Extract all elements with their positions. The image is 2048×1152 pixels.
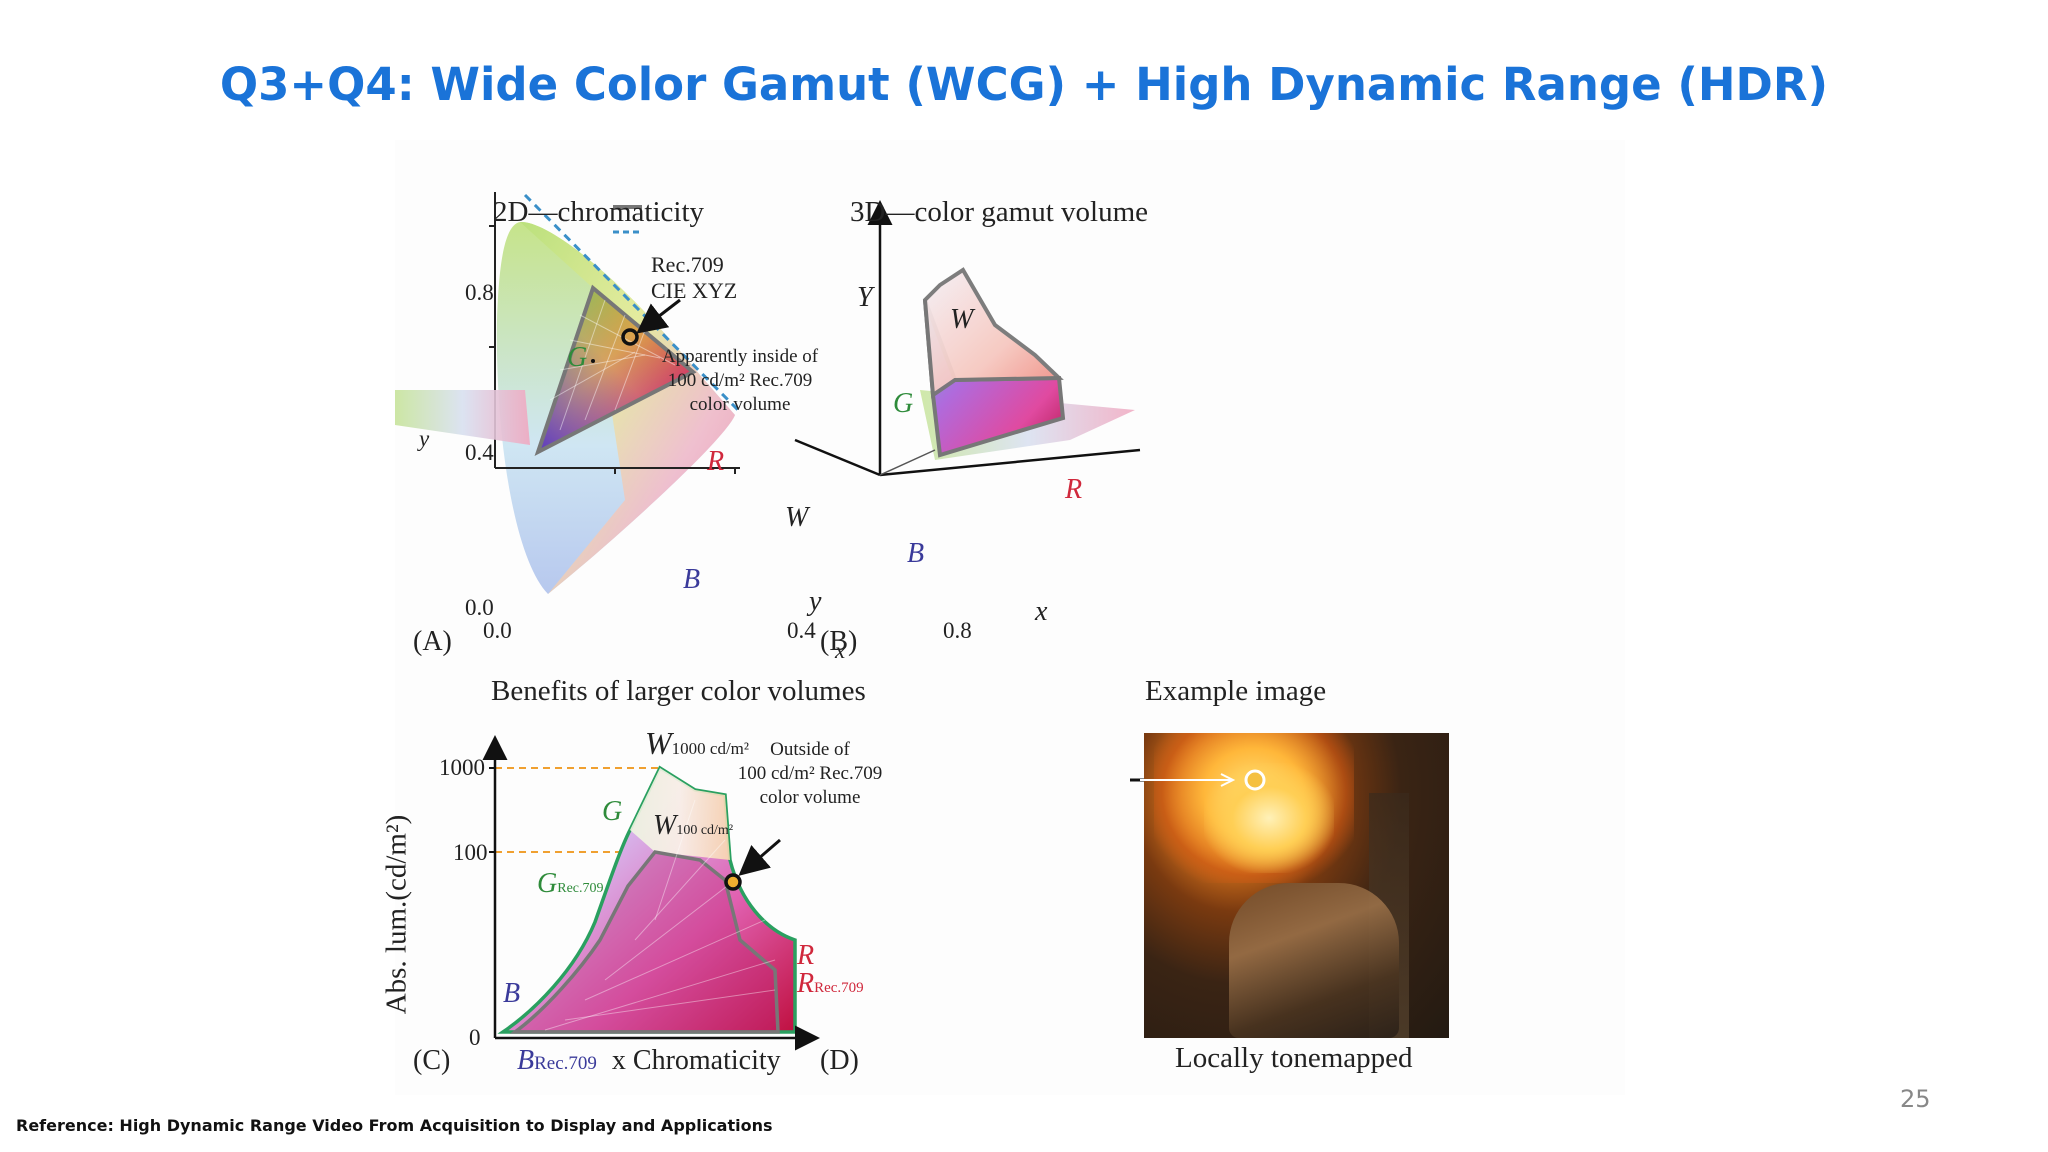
inside-arrow bbox=[636, 298, 681, 334]
panel-c-heading: Benefits of larger color volumes bbox=[491, 675, 866, 707]
g709-letter: G bbox=[537, 868, 558, 899]
panel-c-label: (C) bbox=[413, 1045, 451, 1076]
volume-grid bbox=[544, 799, 776, 1031]
flame-core bbox=[1204, 763, 1334, 873]
g709-sub: Rec.709 bbox=[557, 881, 604, 896]
annotation-a-line2: 100 cd/m² Rec.709 bbox=[667, 370, 813, 391]
w1000-letter: W bbox=[645, 725, 672, 761]
panel-a-ytick-00: 0.0 bbox=[465, 595, 494, 620]
panel-a-xtick-00: 0.0 bbox=[483, 618, 512, 643]
panel-b-label: (B) bbox=[820, 626, 858, 657]
panel-a bbox=[489, 192, 742, 594]
figure-panel: .t { position:absolute; font-family:"Lib… bbox=[380, 140, 1625, 1095]
panel-a-xtick-08: 0.8 bbox=[943, 618, 972, 643]
reference-text: Reference: High Dynamic Range Video From… bbox=[16, 1116, 773, 1135]
triangle-grid bbox=[549, 299, 676, 431]
annotation-c-line3: color volume bbox=[759, 787, 861, 808]
panel-b bbox=[395, 200, 1141, 477]
annotation-a-line1: Apparently inside of bbox=[661, 346, 819, 367]
rec709-volume bbox=[509, 850, 780, 1034]
panel-d-label: (D) bbox=[820, 1045, 859, 1076]
b709-sub: Rec.709 bbox=[534, 1053, 597, 1074]
panel-c-W1000: W1000 cd/m² bbox=[645, 725, 749, 762]
panel-c-ytick-0: 0 bbox=[469, 1025, 481, 1050]
panel-c-ytick-100: 100 bbox=[453, 840, 488, 865]
panel-a-vertex-R: R bbox=[707, 446, 725, 477]
panel-a-x-axis-label: x bbox=[835, 638, 846, 663]
panel-b-heading: 3D—color gamut volume bbox=[850, 196, 1149, 228]
r709-sub: Rec.709 bbox=[814, 980, 864, 996]
panel-d-heading: Example image bbox=[1145, 675, 1327, 707]
axis-b-y bbox=[794, 438, 881, 477]
b709-letter: B bbox=[517, 1045, 535, 1076]
volume-top bbox=[922, 267, 1064, 399]
panel-b-axis-x: x bbox=[1035, 596, 1048, 627]
w100-letter: W bbox=[653, 810, 677, 841]
axis-b-x bbox=[879, 448, 1141, 477]
w100-sub: 100 cd/m² bbox=[676, 823, 734, 838]
panel-a-vertex-B: B bbox=[683, 564, 701, 595]
outside-arrow bbox=[738, 838, 781, 876]
annotation-c-line1: Outside of bbox=[770, 739, 850, 760]
legend-ciexyz-label: CIE XYZ bbox=[651, 278, 738, 303]
panel-c-B709: BRec.709 x Chromaticity bbox=[517, 1045, 781, 1077]
fire-breather bbox=[1229, 883, 1399, 1038]
panel-a-ytick-04: 0.4 bbox=[465, 440, 494, 465]
panel-d-caption: Locally tonemapped bbox=[1175, 1042, 1413, 1074]
panel-c-R709: RRec.709 bbox=[797, 968, 864, 1000]
panel-c bbox=[482, 735, 820, 1051]
panel-c-x-axis-label: x Chromaticity bbox=[611, 1045, 781, 1076]
panel-c-annotation: Outside of 100 cd/m² Rec.709 color volum… bbox=[735, 738, 885, 810]
plane-left bbox=[395, 390, 530, 445]
panel-c-G709: GRec.709 bbox=[537, 868, 604, 900]
annotation-a-line3: color volume bbox=[689, 394, 791, 415]
panel-c-B: B bbox=[503, 978, 521, 1009]
panel-a-vertex-G: G bbox=[567, 342, 588, 373]
panel-b-axis-y: y bbox=[809, 586, 822, 617]
panel-c-R: R bbox=[797, 940, 815, 971]
panel-c-G: G bbox=[602, 796, 623, 827]
legend-rec709-label: Rec.709 bbox=[651, 252, 724, 277]
panel-a-annotation: Apparently inside of 100 cd/m² Rec.709 c… bbox=[655, 345, 825, 417]
panel-b-vertex-G: G bbox=[893, 388, 914, 419]
panel-b-vertex-R: R bbox=[1065, 474, 1083, 505]
panel-c-y-axis-label: Abs. lum.(cd/m²) bbox=[380, 814, 413, 1015]
panel-b-vertex-B: B bbox=[907, 538, 925, 569]
inside-marker bbox=[621, 328, 639, 346]
outside-marker bbox=[724, 873, 742, 891]
cie-xyz-line bbox=[523, 193, 742, 414]
panel-a-ytick-08: 0.8 bbox=[465, 280, 494, 305]
w1000-sub: 1000 cd/m² bbox=[671, 739, 749, 758]
panel-b-axis-Y: Y bbox=[857, 282, 873, 313]
annotation-c-line2: 100 cd/m² Rec.709 bbox=[737, 763, 883, 784]
panel-b-vertex-W: W bbox=[950, 304, 974, 335]
page-number: 25 bbox=[1900, 1085, 1931, 1113]
panel-a-xtick-04: 0.4 bbox=[787, 618, 816, 643]
panel-a-label: (A) bbox=[413, 626, 452, 657]
panel-c-ytick-1000: 1000 bbox=[439, 755, 485, 780]
figure-svg bbox=[395, 192, 1235, 1051]
panel-c-W100: W100 cd/m² bbox=[653, 810, 733, 842]
slide-title: Q3+Q4: Wide Color Gamut (WCG) + High Dyn… bbox=[219, 58, 1829, 111]
r709-letter: R bbox=[797, 968, 815, 999]
example-fire-photo bbox=[1144, 733, 1449, 1038]
panel-a-vertex-W: W bbox=[785, 502, 809, 533]
panel-a-y-axis-label: y bbox=[419, 426, 430, 451]
panel-a-heading: 2D—chromaticity bbox=[493, 196, 705, 228]
